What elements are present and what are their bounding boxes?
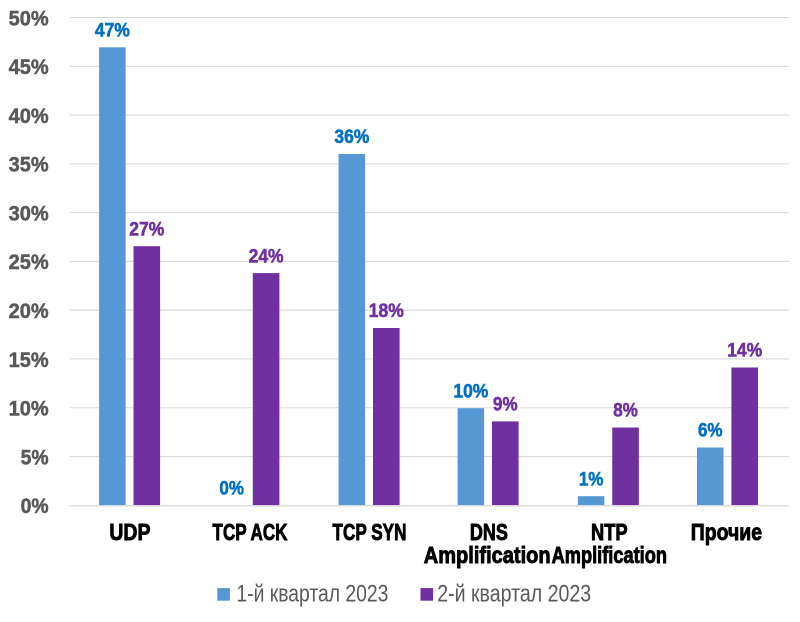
svg-text:NTP: NTP [591, 519, 628, 545]
svg-text:0%: 0% [219, 479, 244, 500]
svg-text:25%: 25% [9, 251, 49, 274]
svg-text:0%: 0% [21, 495, 49, 518]
svg-text:24%: 24% [249, 246, 284, 267]
svg-text:DNS: DNS [470, 519, 508, 545]
svg-text:35%: 35% [9, 154, 49, 177]
svg-text:10%: 10% [453, 381, 488, 402]
svg-text:45%: 45% [9, 56, 49, 79]
svg-text:UDP: UDP [109, 519, 150, 545]
svg-text:30%: 30% [9, 202, 49, 225]
svg-text:TCP SYN: TCP SYN [333, 519, 407, 545]
svg-text:TCP ACK: TCP ACK [213, 519, 288, 545]
svg-text:15%: 15% [9, 349, 49, 372]
svg-text:36%: 36% [334, 127, 369, 148]
svg-text:8%: 8% [613, 401, 638, 422]
svg-text:5%: 5% [21, 446, 49, 469]
svg-text:6%: 6% [698, 421, 723, 442]
svg-text:50%: 50% [9, 7, 49, 30]
svg-text:2-й квартал 2023: 2-й квартал 2023 [437, 580, 591, 607]
svg-text:9%: 9% [493, 395, 518, 416]
svg-text:1%: 1% [579, 469, 604, 490]
svg-text:40%: 40% [9, 105, 49, 128]
svg-text:47%: 47% [95, 21, 130, 42]
svg-text:27%: 27% [129, 219, 164, 240]
svg-text:Amplification: Amplification [552, 542, 667, 568]
svg-text:1-й квартал 2023: 1-й квартал 2023 [236, 580, 388, 607]
svg-text:20%: 20% [9, 300, 49, 323]
svg-text:Прочие: Прочие [691, 519, 762, 545]
svg-text:14%: 14% [727, 341, 762, 362]
svg-text:18%: 18% [369, 301, 404, 322]
svg-text:10%: 10% [9, 398, 49, 421]
svg-text:Amplification: Amplification [424, 542, 551, 568]
